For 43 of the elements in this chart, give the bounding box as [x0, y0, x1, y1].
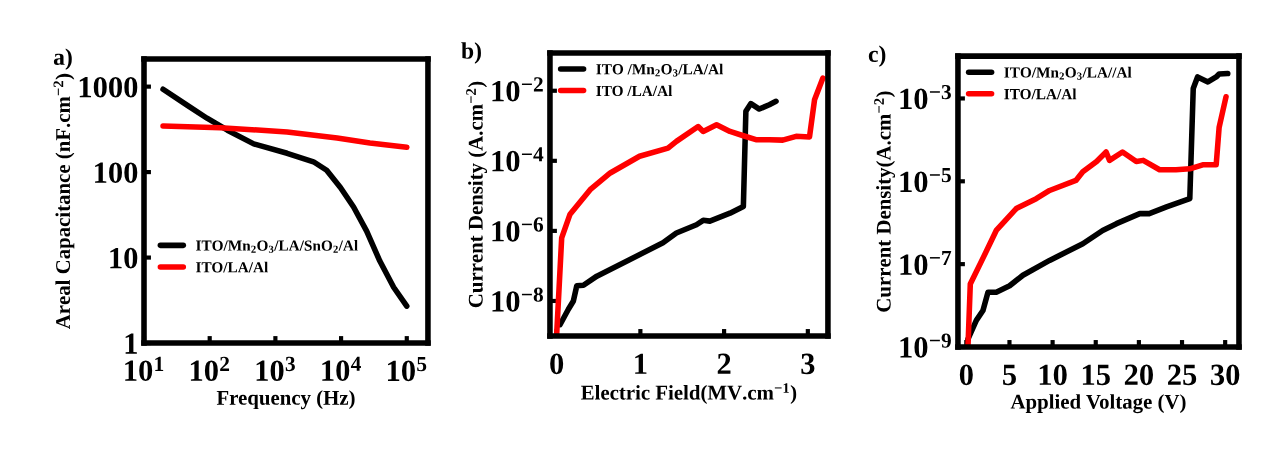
legend-label: ITO /Mn$_{2}$O$_{3}$/LA/Al — [596, 63, 724, 77]
x-tick-label: 2 — [717, 353, 731, 374]
x-tick-label: 10$^{5}$ — [387, 357, 427, 382]
y-tick-label: 10$^{−5}$ — [900, 168, 951, 193]
y-axis-title: Current Density (A.cm$^{−2}$) — [466, 81, 488, 308]
y-tick-label: 10$^{−9}$ — [900, 333, 951, 358]
y-tick-label: 1000 — [79, 76, 138, 98]
x-tick-label: 5 — [1003, 364, 1016, 386]
x-tick-label: 0 — [959, 364, 973, 386]
x-tick-label: 3 — [801, 353, 815, 375]
x-tick-label: 10$^{2}$ — [190, 356, 230, 382]
legend-label: ITO/LA/Al — [1004, 88, 1077, 100]
y-tick-label: 10$^{−6}$ — [492, 217, 544, 242]
y-axis-title: Current Density(A.cm$^{−2}$) — [874, 91, 896, 312]
x-tick-label: 10$^{4}$ — [322, 356, 361, 381]
text: c) — [868, 45, 886, 67]
y-tick-label: 10$^{−2}$ — [492, 77, 543, 102]
y-tick-label: 1 — [125, 333, 137, 354]
x-tick-label: 10 — [1039, 364, 1067, 386]
x-tick-label: 10$^{3}$ — [256, 356, 295, 382]
legend-label: ITO/Mn$_{2}$O$_{3}$/LA//Al — [1004, 66, 1132, 80]
legend-label: ITO/LA/Al — [196, 261, 268, 273]
legend-label: ITO /LA/Al — [596, 85, 673, 97]
legend-label: ITO/Mn$_{2}$O$_{3}$/LA/SnO$_{2}$/Al — [196, 240, 358, 253]
text: b) — [461, 42, 481, 64]
y-tick-label: 10$^{−4}$ — [492, 147, 544, 172]
x-tick-label: 1 — [635, 353, 647, 374]
y-tick-label: 10$^{−8}$ — [492, 287, 543, 312]
x-tick-label: 20 — [1124, 364, 1153, 386]
x-axis-title: Applied Voltage (V) — [1010, 394, 1186, 414]
text: a) — [53, 48, 72, 70]
y-tick-label: 10$^{−7}$ — [900, 250, 952, 276]
x-axis-title: Frequency (Hz) — [216, 390, 355, 410]
y-tick-label: 10$^{−3}$ — [900, 84, 951, 110]
y-axis-title: Areal Capacitance (nF.cm$^{−2}$) — [53, 73, 75, 330]
x-tick-label: 15 — [1082, 364, 1110, 386]
y-tick-label: 10 — [110, 247, 138, 269]
x-tick-label: 25 — [1168, 364, 1197, 386]
x-axis-title: Electric Field(MV.cm$^{−1}$) — [581, 383, 797, 404]
x-tick-label: 30 — [1211, 364, 1240, 386]
y-tick-label: 100 — [95, 162, 138, 183]
x-tick-label: 0 — [550, 353, 564, 375]
x-tick-label: 10$^{1}$ — [125, 356, 164, 382]
